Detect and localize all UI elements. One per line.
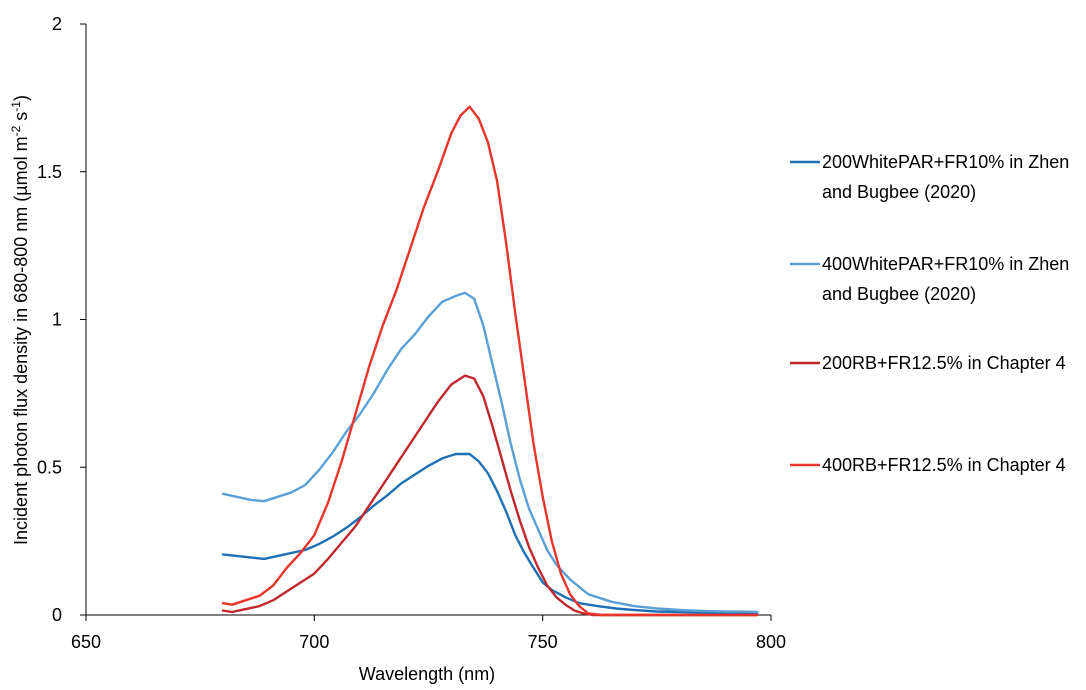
plot-lines [221,105,759,617]
x-tick-label: 650 [71,632,101,652]
y-tick-label: 0.5 [37,457,62,477]
legend: 200WhitePAR+FR10% in Zhen and Bugbee (202… [790,152,1069,475]
legend-label-1: and Bugbee (2020) [822,182,976,202]
y-tick-label: 0 [52,605,62,625]
series-line-4 [221,105,759,617]
y-tick-label: 1.5 [37,162,62,182]
y-axis-label-main: Incident photon flux density in 680-800 … [11,136,31,545]
series-line-1 [221,452,759,615]
y-axis-label-sup2: -1 [9,101,23,112]
legend-label-2: 400WhitePAR+FR10% in Zhen [822,254,1069,274]
axes: 0 0.5 1 1.5 2 650 700 750 800 [37,14,786,652]
legend-label-3: 200RB+FR12.5% in Chapter 4 [822,353,1066,373]
y-axis-label: Incident photon flux density in 680-800 … [9,95,31,545]
x-axis-label: Wavelength (nm) [359,664,495,684]
x-tick-label: 800 [756,632,786,652]
x-tick-label: 750 [528,632,558,652]
y-axis-label-end: ) [11,95,31,101]
series-line-2 [221,291,759,614]
y-tick-label: 2 [52,14,62,34]
legend-label-4: 400RB+FR12.5% in Chapter 4 [822,455,1066,475]
y-axis-label-sup1: -2 [9,125,23,136]
legend-label-2: and Bugbee (2020) [822,284,976,304]
y-axis-label-mid: s [11,112,31,126]
series-line-3 [221,374,759,617]
legend-label-1: 200WhitePAR+FR10% in Zhen [822,152,1069,172]
x-tick-label: 700 [299,632,329,652]
y-tick-label: 1 [52,310,62,330]
